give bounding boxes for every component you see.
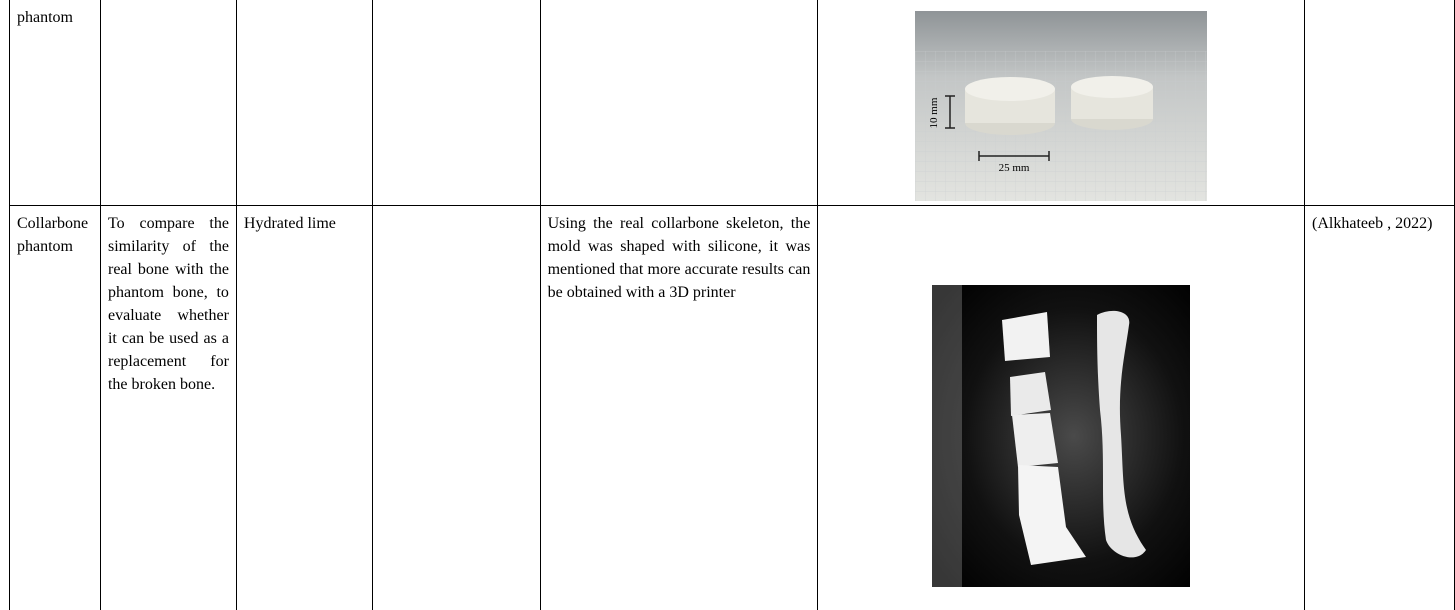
cell: (Alkhateeb , 2022) — [1305, 206, 1455, 610]
cell — [372, 206, 540, 610]
table-row: Collarbone phantom To compare the simila… — [10, 206, 1455, 610]
cell — [1305, 0, 1455, 206]
cell — [100, 0, 236, 206]
cell: Collarbone phantom — [10, 206, 101, 610]
figure-label: 25 mm — [999, 162, 1030, 174]
cell: To compare the similarity of the real bo… — [100, 206, 236, 610]
cell: Using the real collarbone skeleton, the … — [540, 206, 818, 610]
phantom-photo: 10 mm 25 mm — [915, 11, 1207, 201]
cell — [236, 0, 372, 206]
cell — [540, 0, 818, 206]
image-cell: 10 mm 25 mm — [818, 0, 1305, 206]
figure-label: 10 mm — [928, 97, 940, 128]
cell — [372, 0, 540, 206]
table-row: phantom 10 mm 25 mm — [10, 0, 1455, 206]
image-cell — [818, 206, 1305, 610]
table: phantom 10 mm 25 mm — [9, 0, 1455, 610]
cell: Hydrated lime — [236, 206, 372, 610]
xray-image — [932, 285, 1190, 587]
cell: phantom — [10, 0, 101, 206]
